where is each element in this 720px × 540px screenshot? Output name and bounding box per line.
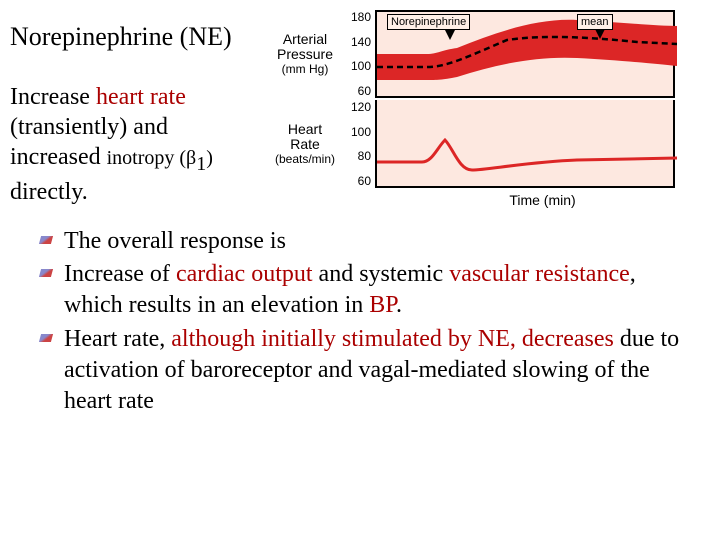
left-text-block: Norepinephrine (NE) Increase heart rate … <box>10 10 265 208</box>
bullet-3: Heart rate, although initially stimulate… <box>40 324 696 418</box>
charts-container: Arterial Pressure (mm Hg) 180 140 100 60… <box>265 10 710 208</box>
ylabel-line2: Pressure <box>265 47 345 62</box>
chart1-ylabel: Arterial Pressure (mm Hg) <box>265 32 345 76</box>
ytick: 60 <box>345 174 371 188</box>
ytick: 60 <box>345 84 371 98</box>
slide-title: Norepinephrine (NE) <box>10 22 257 52</box>
chart2-ylabel: Heart Rate (beats/min) <box>265 122 345 166</box>
bullet-text: and systemic <box>313 261 450 287</box>
ytick: 120 <box>345 100 371 114</box>
bullet-red: vascular resistance <box>449 261 630 287</box>
subtitle-small-end: ) <box>206 147 213 169</box>
ylabel-unit: (beats/min) <box>265 153 345 166</box>
bullet-2: Increase of cardiac output and systemic … <box>40 259 696 321</box>
subtitle-text: directly. <box>10 179 88 205</box>
bullet-1: The overall response is <box>40 226 696 257</box>
chart2-plot <box>375 100 675 188</box>
bullet-list: The overall response is Increase of card… <box>40 226 696 417</box>
chart1-plot: Norepinephrine mean <box>375 10 675 98</box>
chart-heart-rate: Heart Rate (beats/min) 120 100 80 60 <box>265 100 710 188</box>
bullet-red: although initially stimulated by NE, dec… <box>171 326 614 352</box>
subtitle-small: inotropy (β <box>107 147 197 169</box>
subtitle-text: Increase <box>10 84 96 110</box>
subtitle-red: heart rate <box>96 84 186 110</box>
bullet-text: . <box>396 292 402 318</box>
arrow-icon <box>445 30 455 40</box>
bullet-text: Heart rate, <box>64 326 171 352</box>
top-section: Norepinephrine (NE) Increase heart rate … <box>0 0 720 208</box>
bullet-red: BP <box>369 292 396 318</box>
legend-mean: mean <box>577 14 613 30</box>
bottom-section: The overall response is Increase of card… <box>0 208 720 417</box>
chart-xlabel: Time (min) <box>375 192 710 208</box>
bullet-red: cardiac output <box>176 261 313 287</box>
ytick: 100 <box>345 125 371 139</box>
subtitle-sub: 1 <box>196 153 206 175</box>
ylabel-line1: Arterial <box>265 32 345 47</box>
ylabel-line1: Heart <box>265 122 345 137</box>
bullet-text: Increase of <box>64 261 176 287</box>
chart-arterial-pressure: Arterial Pressure (mm Hg) 180 140 100 60… <box>265 10 710 98</box>
ytick: 100 <box>345 59 371 73</box>
legend-norepinephrine: Norepinephrine <box>387 14 470 30</box>
chart2-svg <box>377 100 677 188</box>
slide-subtitle: Increase heart rate (transiently) and in… <box>10 82 257 207</box>
ytick: 140 <box>345 35 371 49</box>
heart-rate-line <box>377 140 677 170</box>
ylabel-unit: (mm Hg) <box>265 63 345 76</box>
ytick: 80 <box>345 149 371 163</box>
arrow-icon <box>595 29 605 39</box>
bullet-text: The overall response is <box>64 228 286 254</box>
chart1-yaxis: 180 140 100 60 <box>345 10 375 98</box>
ylabel-line2: Rate <box>265 137 345 152</box>
ytick: 180 <box>345 10 371 24</box>
chart2-yaxis: 120 100 80 60 <box>345 100 375 188</box>
